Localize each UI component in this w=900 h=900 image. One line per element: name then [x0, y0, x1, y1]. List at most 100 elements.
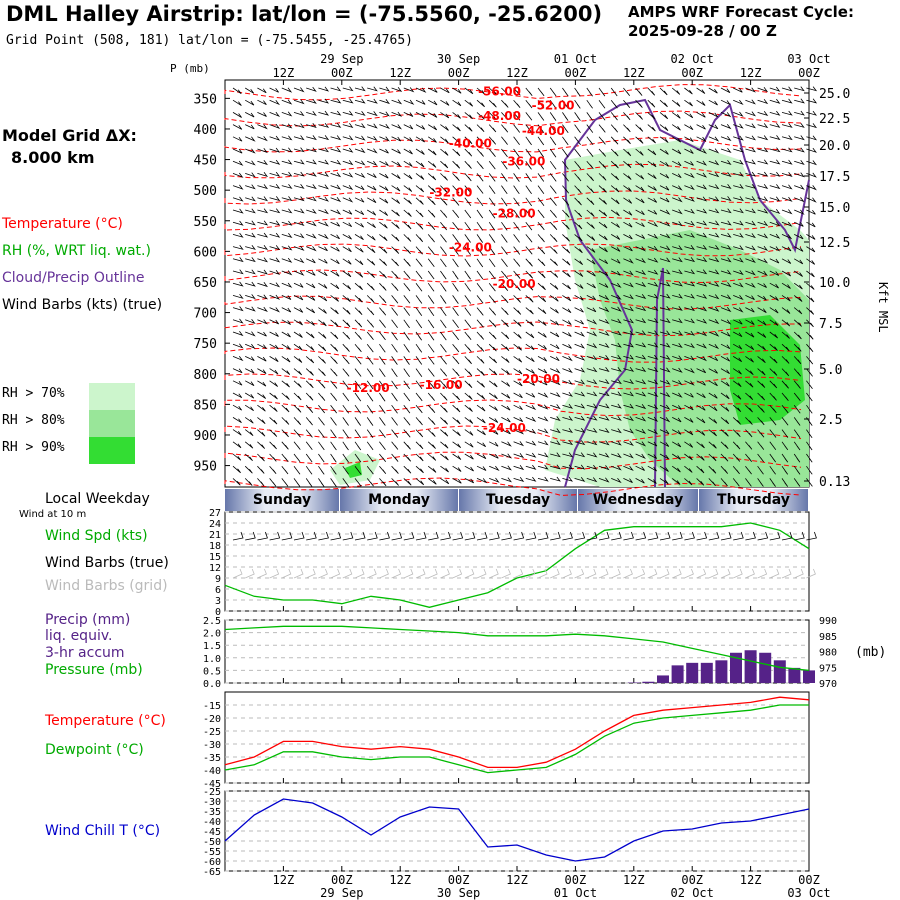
wind-barb	[806, 185, 817, 191]
wind-barb-grid	[403, 568, 414, 579]
wind-barb	[708, 124, 719, 130]
wind-barb-grid	[745, 568, 755, 579]
wind-barb	[684, 404, 694, 411]
wind-barb	[488, 173, 496, 182]
wind-barb	[720, 184, 732, 190]
wind-barb-true	[757, 531, 769, 541]
wind-barb	[269, 356, 279, 362]
wind-barb	[708, 269, 720, 275]
wind-barb	[537, 356, 548, 362]
wind-barb	[342, 319, 351, 328]
wind-barb	[440, 380, 448, 389]
wind-barb	[757, 429, 765, 438]
wind-barb	[586, 331, 598, 337]
wind-barb	[281, 417, 290, 425]
wind-barb	[403, 331, 410, 341]
temp-contour-7	[224, 269, 802, 284]
wind-barb	[281, 295, 292, 300]
wind-barb	[623, 465, 634, 472]
wind-barb	[574, 234, 583, 242]
wind-barb-true	[415, 531, 427, 541]
wind-barb	[769, 246, 781, 252]
wind-barb	[525, 173, 532, 182]
wind-barb	[464, 441, 474, 448]
wind-barb	[501, 209, 508, 219]
wind-barb-grid	[476, 568, 487, 579]
wind-barb	[684, 208, 695, 214]
wind-barb	[257, 404, 266, 412]
wind-barb	[562, 99, 569, 109]
wind-barb	[745, 453, 753, 462]
wind-barb	[488, 246, 496, 255]
wind-barb	[257, 453, 265, 462]
wind-barb	[391, 380, 398, 390]
wind-barb	[403, 197, 412, 205]
time-tick-top: 00Z	[565, 66, 587, 80]
wind-barb	[427, 343, 435, 353]
wind-barb	[488, 197, 496, 207]
wind-barb	[732, 478, 740, 487]
wind-barb	[501, 477, 512, 483]
wind-barb	[806, 453, 813, 463]
wind-barb	[574, 148, 582, 158]
wind-barb	[794, 122, 805, 128]
wind-barb	[403, 185, 413, 192]
wind-barb	[745, 123, 756, 129]
wind-barb	[623, 306, 634, 312]
wind-barb	[269, 257, 281, 263]
wind-barb	[720, 124, 732, 130]
wind-barb	[354, 135, 366, 141]
wind-barb	[366, 270, 375, 278]
wind-barb	[245, 196, 256, 202]
wind-barb	[696, 124, 706, 130]
wind-barb	[464, 282, 471, 292]
wind-barb	[330, 343, 339, 352]
wind-barb	[549, 197, 557, 206]
wind-barb	[232, 392, 243, 399]
wind-barb	[391, 368, 398, 378]
wind-barb	[794, 221, 804, 227]
wind-barb	[281, 257, 293, 263]
wind-barb	[330, 172, 342, 178]
temp-contour-3	[224, 163, 802, 179]
grid-spacing-label: Model Grid ΔX:	[2, 126, 137, 145]
wind-barb	[659, 404, 671, 410]
wind-barb	[257, 392, 267, 399]
wind-barb	[269, 465, 277, 475]
wind-barb	[245, 306, 256, 312]
wind-barb	[440, 246, 447, 255]
wind-barb	[696, 343, 708, 349]
wind-barb	[562, 356, 573, 362]
kft-tick-label: 12.5	[819, 236, 850, 251]
wind-barb	[318, 331, 327, 339]
wind-barb	[476, 246, 484, 256]
wind-barb	[574, 319, 584, 325]
wind-barb	[415, 173, 425, 180]
wind-barb	[647, 391, 659, 397]
wind-barb	[501, 197, 508, 207]
wind-barb	[623, 428, 634, 434]
precip-accum-label: 3-hr accum	[45, 645, 125, 661]
wind-barb	[501, 343, 510, 352]
wind-barb	[757, 478, 764, 487]
wind-barb	[525, 136, 532, 146]
wind-barb	[391, 282, 399, 292]
wind-barb	[598, 330, 610, 336]
wind-barb	[574, 331, 586, 337]
wind-barb	[684, 220, 696, 226]
wind-barb	[269, 478, 277, 487]
time-tick-bottom: 12Z	[389, 873, 411, 887]
wind-barb	[659, 185, 670, 191]
mb-units-label: (mb)	[855, 645, 887, 660]
wind-barb	[330, 368, 338, 377]
wind-barb	[501, 221, 508, 231]
wind-barb	[598, 282, 609, 288]
wind-barb	[501, 331, 510, 340]
wind-barb	[415, 343, 423, 353]
wind-barb	[306, 123, 317, 129]
wind-barb	[672, 417, 682, 423]
wind-barb	[464, 209, 472, 219]
wind-barb	[428, 99, 438, 106]
wind-barb	[806, 258, 816, 265]
wind-barb-grid	[354, 568, 365, 579]
